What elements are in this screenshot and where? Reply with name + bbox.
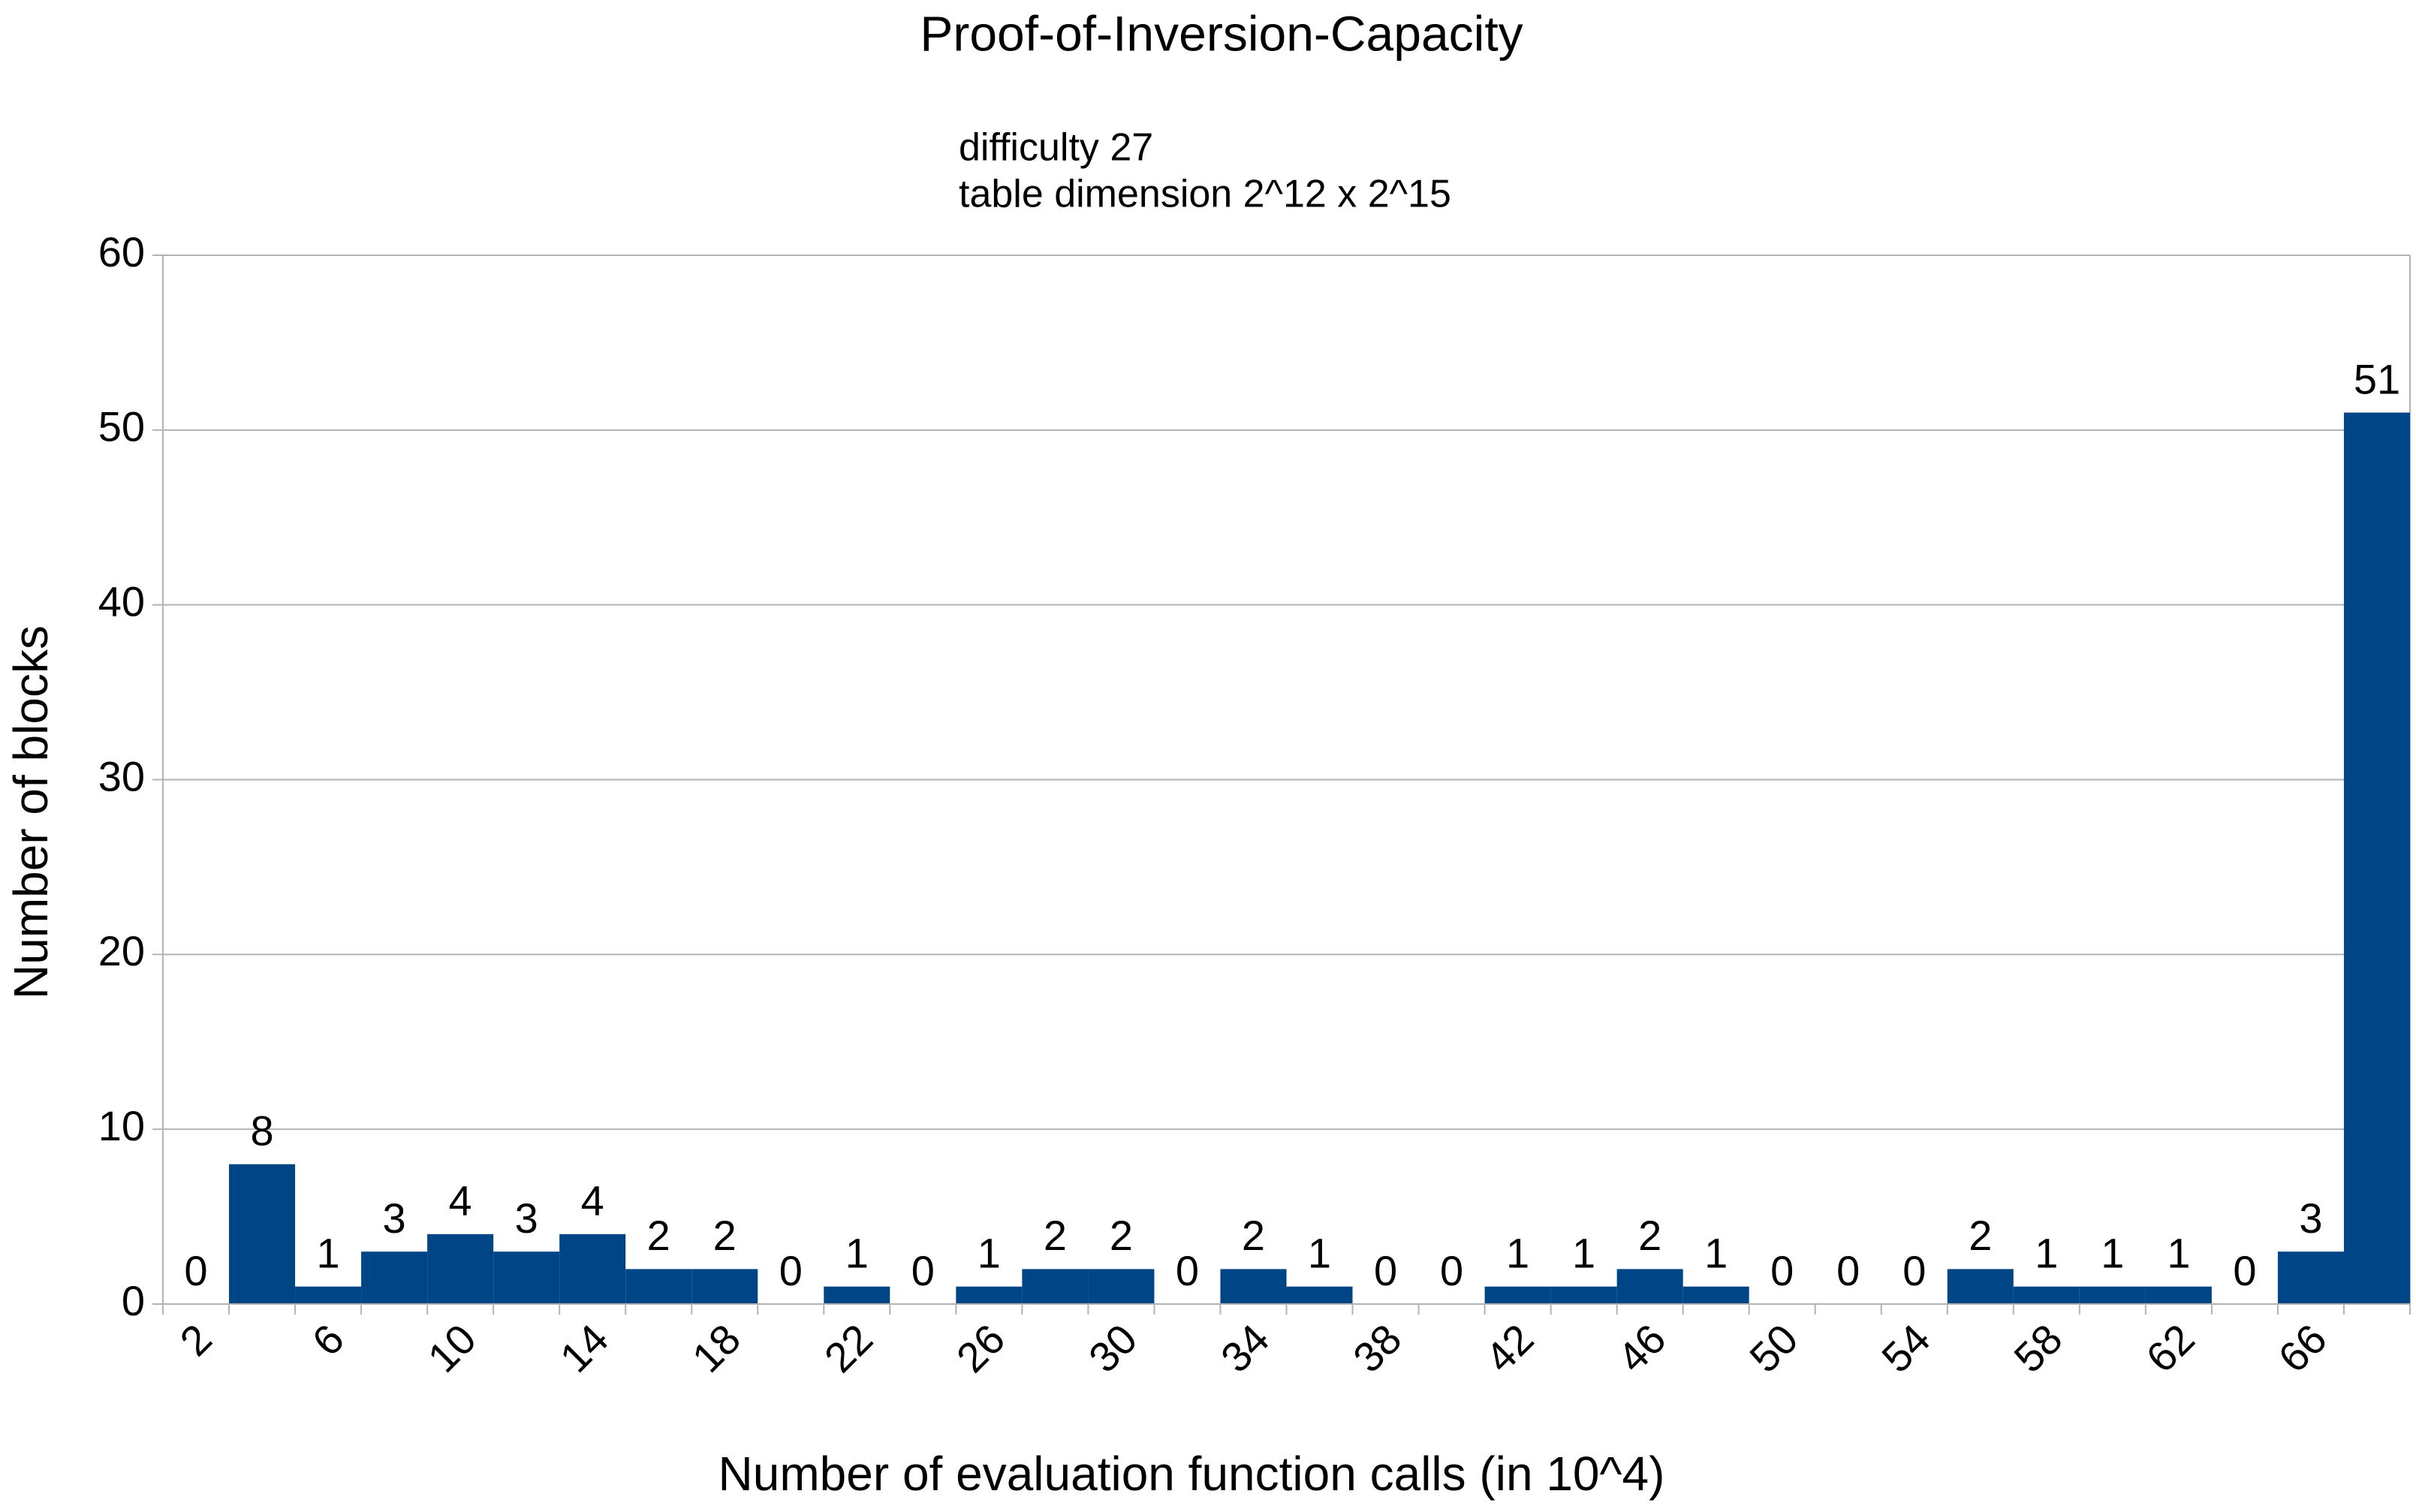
bar (427, 1233, 494, 1304)
bar (691, 1269, 758, 1304)
x-tick-label: 18 (683, 1315, 750, 1381)
bar (1947, 1269, 2014, 1304)
bar (1088, 1269, 1155, 1304)
chart-subtitle: table dimension 2^12 x 2^15 (959, 173, 1451, 216)
value-label: 2 (647, 1212, 670, 1259)
value-label: 1 (978, 1230, 1001, 1277)
bar (2343, 412, 2410, 1304)
bar (1220, 1269, 1287, 1304)
x-tick-label: 26 (947, 1315, 1014, 1381)
value-label: 3 (515, 1194, 538, 1242)
y-tick-label: 0 (122, 1277, 145, 1324)
y-tick-label: 50 (98, 403, 145, 450)
value-label: 3 (383, 1194, 406, 1242)
value-label: 0 (911, 1247, 935, 1294)
value-label: 0 (1836, 1247, 1860, 1294)
bar (493, 1251, 560, 1304)
x-tick-label: 22 (815, 1315, 882, 1381)
value-label: 0 (1770, 1247, 1794, 1294)
value-label: 51 (2354, 355, 2400, 402)
value-label: 1 (2101, 1230, 2124, 1277)
y-tick-label: 30 (98, 752, 145, 800)
value-label: 0 (1440, 1247, 1463, 1294)
value-label: 4 (449, 1177, 472, 1224)
value-label: 2 (1638, 1212, 1661, 1259)
value-label: 2 (1969, 1212, 1992, 1259)
value-label: 1 (1572, 1230, 1595, 1277)
value-label: 1 (2035, 1230, 2058, 1277)
x-tick-label: 46 (1608, 1315, 1675, 1381)
bar (559, 1233, 626, 1304)
bar (229, 1164, 296, 1304)
y-tick-label: 20 (98, 927, 145, 974)
x-tick-label: 62 (2137, 1315, 2204, 1381)
x-axis-title: Number of evaluation function calls (in … (718, 1447, 1665, 1501)
value-label: 2 (1044, 1212, 1067, 1259)
bar (2145, 1286, 2212, 1304)
value-label: 2 (1110, 1212, 1133, 1259)
x-tick-label: 2 (170, 1315, 221, 1365)
x-tick-label: 50 (1740, 1315, 1807, 1381)
value-label: 8 (250, 1107, 273, 1155)
value-label: 1 (845, 1230, 869, 1277)
chart-subtitle: difficulty 27 (959, 126, 1153, 170)
value-label: 0 (1374, 1247, 1397, 1294)
value-label: 1 (1704, 1230, 1728, 1277)
bar (824, 1286, 890, 1304)
y-tick-label: 60 (98, 228, 145, 276)
bar (361, 1251, 428, 1304)
bar (295, 1286, 362, 1304)
bar (1550, 1286, 1617, 1304)
y-tick-label: 10 (98, 1102, 145, 1149)
value-label: 3 (2299, 1194, 2322, 1242)
value-label: 0 (1176, 1247, 1199, 1294)
x-tick-label: 10 (418, 1315, 485, 1381)
bar (1682, 1286, 1749, 1304)
bar (1484, 1286, 1551, 1304)
y-tick-label: 40 (98, 577, 145, 625)
value-label: 1 (2167, 1230, 2190, 1277)
value-label: 0 (2233, 1247, 2256, 1294)
bar (2079, 1286, 2146, 1304)
bar (1286, 1286, 1353, 1304)
value-label: 2 (1242, 1212, 1265, 1259)
x-tick-label: 58 (2005, 1315, 2071, 1381)
x-tick-label: 6 (303, 1315, 353, 1365)
value-label: 0 (779, 1247, 803, 1294)
x-tick-label: 34 (1212, 1315, 1279, 1381)
bar (1022, 1269, 1089, 1304)
value-label: 1 (316, 1230, 339, 1277)
y-axis-title: Number of blocks (4, 625, 58, 999)
value-label: 1 (1506, 1230, 1529, 1277)
chart-title: Proof-of-Inversion-Capacity (920, 5, 1523, 61)
x-tick-label: 54 (1872, 1315, 1939, 1381)
x-tick-label: 30 (1080, 1315, 1146, 1381)
x-tick-label: 66 (2269, 1315, 2336, 1381)
value-label: 1 (1308, 1230, 1331, 1277)
bar (2277, 1251, 2344, 1304)
value-label: 4 (581, 1177, 604, 1224)
value-label: 2 (713, 1212, 737, 1259)
bar (2013, 1286, 2080, 1304)
bar (625, 1269, 692, 1304)
bar (956, 1286, 1023, 1304)
value-label: 0 (184, 1247, 207, 1294)
x-tick-label: 38 (1344, 1315, 1411, 1381)
bar (1616, 1269, 1683, 1304)
value-label: 0 (1902, 1247, 1926, 1294)
x-tick-label: 42 (1476, 1315, 1543, 1381)
x-tick-label: 14 (551, 1315, 618, 1381)
